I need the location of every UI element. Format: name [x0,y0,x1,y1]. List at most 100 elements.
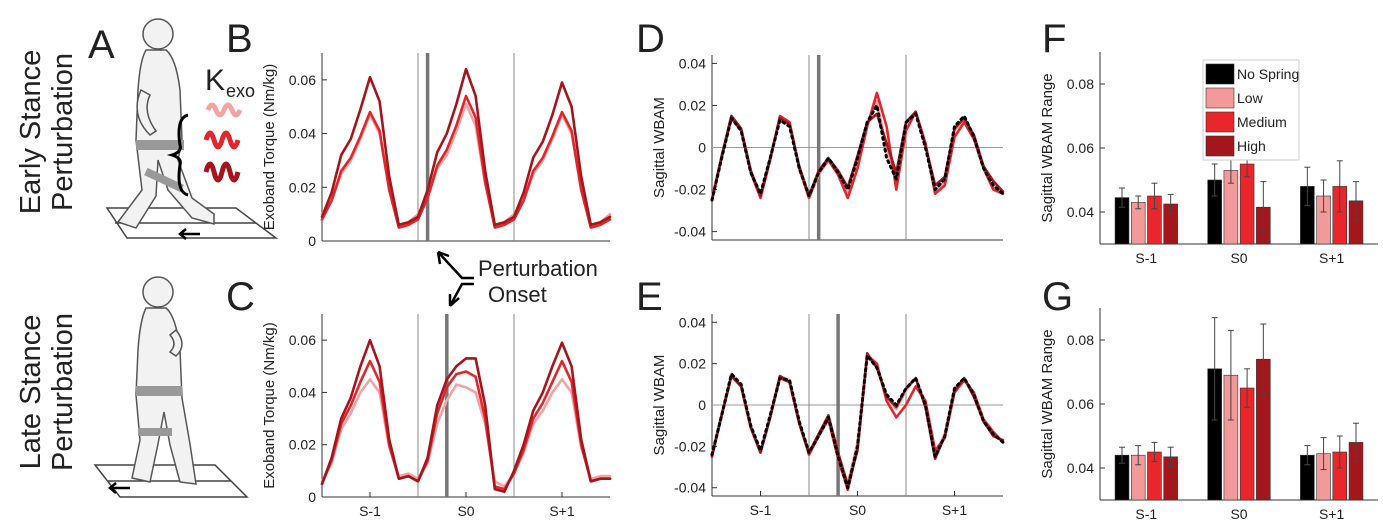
y-axis-label: Exoband Torque (Nm/kg) [261,322,278,488]
data-line [320,359,612,491]
y-axis-label: Exoband Torque (Nm/kg) [261,64,278,230]
error-bar [1167,193,1174,215]
y-tick-label: 0.02 [679,356,706,372]
data-line [320,378,612,488]
stiffness-subscript: exo [226,81,255,101]
y-tick-label: 0 [698,397,706,413]
data-line [710,103,1005,202]
legend-label: High [1237,138,1266,154]
arm [168,328,183,357]
error-bar [1320,437,1327,471]
y-tick-label: 0 [308,489,316,505]
legend-swatch [1205,63,1235,85]
y-axis-label: Sagittal WBAM Range [1039,73,1056,222]
row-label: Late Stance [15,315,47,470]
y-tick-label: 0.04 [289,126,316,142]
panel-label: B [226,17,253,61]
error-bar [1227,329,1234,421]
y-tick-label: 0.04 [289,384,316,400]
onset-label: Onset [488,282,547,307]
y-tick-label: 0.04 [679,314,706,330]
legend-swatch [1205,87,1235,109]
arrow [436,250,474,280]
error-bar [1260,181,1267,234]
y-tick-label: 0.06 [1067,396,1094,412]
head [142,18,174,50]
error-bar [1135,195,1142,210]
legend-label: No Spring [1237,66,1299,82]
data-line [710,356,1005,485]
arm [136,88,158,136]
y-tick-label: 0 [698,140,706,156]
error-bar [1151,441,1158,463]
data-line [710,353,1005,490]
exo-belt [136,386,182,396]
data-line [710,352,1005,487]
spring-icons [166,102,243,197]
row-label: Perturbation [47,313,79,471]
error-bar [1244,368,1251,408]
error-bar [1352,181,1359,221]
y-tick-label: 0.04 [1067,204,1094,220]
y-tick-label: 0.04 [679,55,706,71]
y-tick-label: 0.08 [1067,332,1094,348]
x-tick-label: S-1 [1135,506,1157,520]
exo-cuff [138,428,172,436]
x-tick-label: S-1 [359,503,381,519]
y-tick-label: -0.04 [674,480,706,496]
y-tick-label: 0.08 [1067,76,1094,92]
error-bar [1320,179,1327,213]
y-tick-label: 0.06 [289,72,316,88]
error-bar [1119,187,1126,208]
exo-belt [136,140,184,150]
panel-label: C [226,275,255,319]
row-label: Perturbation [47,53,79,211]
panel-label: F [1042,17,1066,61]
panel-label: A [88,23,115,67]
x-tick-label: S0 [849,502,866,518]
x-tick-label: S0 [1230,506,1247,520]
arrow [448,282,474,307]
error-bar [1211,317,1218,421]
row-label: Early Stance [15,50,47,214]
spring-high [203,161,241,183]
error-bar [1352,422,1359,463]
error-bar [1211,163,1218,197]
x-tick-label: S+1 [942,502,968,518]
y-axis-label: Sagittal WBAM [651,355,668,456]
onset-label: Perturbation [478,256,598,281]
error-bar [1151,182,1158,210]
legend-label: Medium [1237,114,1287,130]
y-tick-label: 0.02 [289,437,316,453]
belt-arrow [178,228,200,240]
y-tick-label: 0.06 [1067,140,1094,156]
x-tick-label: S-1 [1135,250,1157,266]
y-axis-label: Sagittal WBAM [651,97,668,198]
y-axis-label: Sagittal WBAM Range [1039,329,1056,478]
y-tick-label: 0.02 [289,179,316,195]
onset-arrows [436,250,474,307]
y-tick-label: -0.04 [674,224,706,240]
panel-label: E [636,275,663,319]
spring-medium [203,130,241,150]
x-tick-label: S+1 [1319,506,1345,520]
belt-arrow [108,482,130,494]
stiffness-symbol: K [205,64,225,97]
error-bar [1336,160,1343,213]
legend-swatch [1205,111,1235,133]
brace [166,113,189,197]
y-tick-label: 0.06 [289,332,316,348]
error-bar [1304,166,1311,207]
data-line [320,67,612,227]
head [142,276,174,308]
error-bar [1167,446,1174,467]
x-tick-label: S0 [457,503,474,519]
y-tick-label: -0.02 [674,182,706,198]
data-line [710,354,1005,492]
walker-illustration [93,18,279,498]
legend-swatch [1205,135,1235,157]
body [116,49,215,229]
x-tick-label: S-1 [750,502,772,518]
y-tick-label: -0.02 [674,438,706,454]
